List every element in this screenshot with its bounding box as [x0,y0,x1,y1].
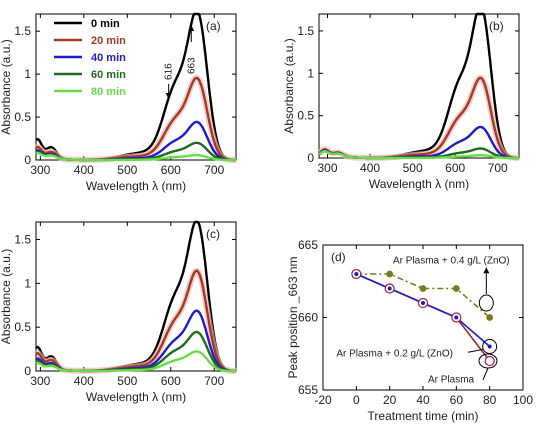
x-tick-label: 500 [403,161,423,175]
x-tick-label: 80 [483,393,497,407]
y-tick-label: 1.5 [14,24,31,38]
panel-label: (b) [489,19,504,33]
annotation-616: 616 [164,63,175,80]
x-tick-label: 300 [317,161,337,175]
panel-0: 300 400 500 600 700 0 0.5 1 1.5 Wavelength λ (nm)… [0,12,237,193]
point-ar [484,355,495,367]
legend-label: 40 min [91,52,126,64]
y-tick-label: 0.5 [14,320,31,334]
x-tick-label: 700 [204,374,224,388]
x-tick-label: 40 [416,393,430,407]
y-tick-label: 1 [24,276,31,290]
series-line-zno04 [356,273,491,319]
y-tick-label: 0 [24,153,31,167]
y-tick-label: 0 [24,364,31,378]
series-halo [317,74,519,161]
x-axis-label: Wavelength λ (nm) [369,177,469,191]
y-tick-label: 0.5 [14,110,31,124]
panel-2: 300 400 500 600 700 0 0.5 1 1.5 Wavelength λ (nm)… [0,220,237,404]
panel-label: (c) [206,227,220,241]
x-tick-label: 300 [30,374,50,388]
point-zno04 [419,285,427,292]
annotation-arrowhead [483,267,490,274]
y-axis-label: Absorbance (a.u.) [0,249,13,344]
legend: 0 min 20 min 40 min 60 min 80 min 616 663 [54,18,197,99]
annotation-arrowhead [188,25,195,31]
x-tick-label: 100 [513,393,533,407]
y-axis-label: Absorbance (a.u.) [282,38,296,133]
x-tick-label: -20 [314,393,332,407]
x-tick-label: 400 [74,374,94,388]
x-axis-label: Treatment time (min) [368,409,479,423]
point-zno02 [354,272,359,276]
x-tick-label: 20 [383,393,397,407]
y-tick-label: 1 [307,66,314,80]
y-tick-label: 0.5 [297,109,314,123]
x-tick-label: 600 [161,374,181,388]
annotation-ar: Ar Plasma [428,374,475,385]
point-zno04 [386,270,394,278]
point-zno02 [454,315,459,320]
annotation-arrow [467,349,483,353]
x-tick-label: 400 [74,163,94,177]
y-tick-label: 665 [298,238,318,252]
x-tick-label: 0 [353,393,360,407]
annotation-663: 663 [186,57,197,74]
point-zno02 [387,286,392,291]
y-axis-label: Absorbance (a.u.) [0,39,13,134]
legend-label: 60 min [91,69,126,81]
callout-circle [478,294,494,312]
y-tick-label: 0 [307,151,314,165]
x-tick-label: 700 [204,163,224,177]
point-zno04 [486,314,494,321]
x-tick-label: 400 [360,161,380,175]
point-zno02 [421,301,425,305]
x-axis-label: Wavelength λ (nm) [86,179,186,193]
y-tick-label: 1.5 [14,233,31,247]
series-line-4 [318,150,519,160]
annotation-arrowhead [165,93,172,99]
x-tick-label: 60 [450,393,464,407]
x-tick-label: 600 [445,161,465,175]
panel-label: (a) [206,19,221,33]
plot-frame [35,13,237,161]
series-line-0 [35,12,236,162]
y-tick-label: 1 [24,67,31,81]
x-tick-label: 500 [117,163,137,177]
y-tick-label: 660 [298,311,318,325]
legend-label: 0 min [91,18,120,30]
legend-label: 80 min [91,86,126,98]
series-line-4 [35,151,236,162]
y-tick-label: 655 [298,383,318,397]
panel-label: (d) [331,250,346,264]
x-tick-label: 600 [161,163,181,177]
panel-3: -20 0 20 40 60 80 100 655 660 665 Treatment time (… [286,238,533,423]
annotation-zno04: Ar Plasma + 0.4 g/L (ZnO) [393,256,510,267]
point-zno04 [452,285,460,292]
x-axis-label: Wavelength λ (nm) [86,390,186,404]
series-line-4 [35,350,236,373]
y-axis-label: Peak position _663 nm [286,256,300,378]
annotation-arrow [482,367,489,381]
panel-1: 300 400 500 600 700 0 0.5 1 1.5 Wavelength λ (nm)… [282,12,520,191]
y-tick-label: 1.5 [297,24,314,38]
x-tick-label: 500 [117,374,137,388]
x-tick-label: 300 [30,163,50,177]
annotation-zno02: Ar Plasma + 0.2 g/L (ZnO) [336,348,453,359]
legend-label: 20 min [91,35,126,47]
x-tick-label: 700 [488,161,508,175]
point-zno02 [487,344,492,349]
callout-circle [482,339,498,354]
series-halo [34,267,237,374]
